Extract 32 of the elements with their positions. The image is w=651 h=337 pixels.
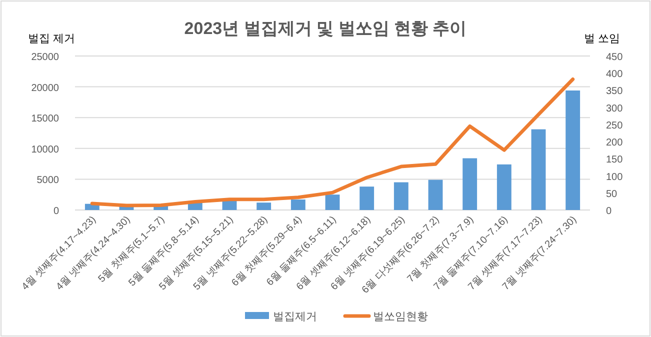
y-tick-label: 20000: [31, 82, 60, 94]
chart-title: 2023년 벌집제거 및 벌쏘임 현황 추이: [184, 19, 467, 38]
bar: [531, 129, 546, 210]
legend-label: 벌쏘임현황: [373, 311, 428, 323]
bar: [566, 90, 580, 210]
y2-tick-label: 150: [606, 154, 624, 166]
y-axis-title: 벌집 제거: [28, 33, 76, 45]
y2-tick-label: 50: [606, 188, 618, 200]
y-tick-label: 25000: [31, 52, 60, 63]
y2-tick-label: 300: [606, 103, 624, 114]
bar: [325, 194, 340, 210]
y-tick-label: 5000: [36, 175, 60, 186]
bar: [428, 180, 443, 210]
y-tick-label: 10000: [31, 144, 60, 156]
bar: [290, 200, 306, 210]
legend-label: 벌집제거: [273, 311, 317, 323]
bar: [394, 182, 408, 210]
y2-tick-label: 350: [606, 86, 624, 98]
y2-tick-label: 100: [606, 172, 624, 183]
bar: [360, 186, 374, 210]
y2-tick-label: 200: [606, 138, 624, 149]
line-series: [90, 78, 575, 208]
y2-tick-label: 400: [606, 69, 624, 80]
y2-tick-label: 0: [606, 206, 612, 217]
y2-tick-label: 450: [606, 52, 624, 63]
y2-axis-title: 벌 쏘임: [584, 33, 620, 45]
y-tick-label: 15000: [31, 114, 60, 125]
bar: [256, 202, 272, 210]
y2-tick-label: 250: [606, 120, 624, 132]
bar: [496, 164, 512, 210]
bar: [462, 158, 478, 210]
y-tick-label: 0: [53, 206, 60, 217]
